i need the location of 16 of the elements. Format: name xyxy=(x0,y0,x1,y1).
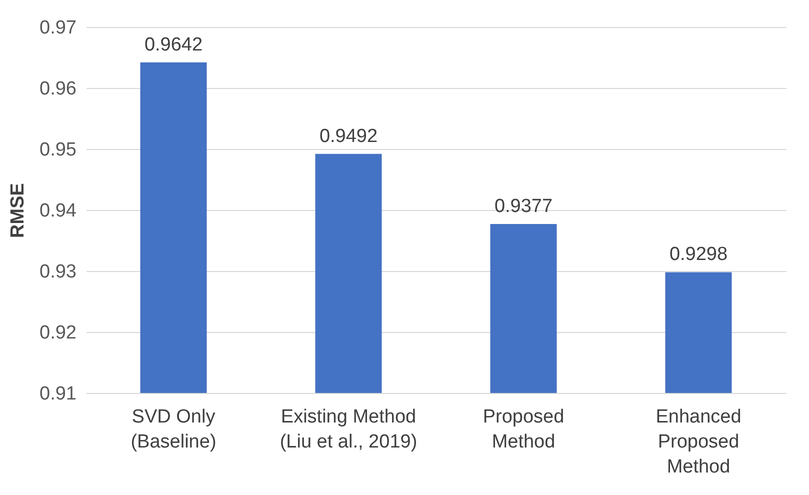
data-label: 0.9298 xyxy=(669,244,728,266)
data-label: 0.9492 xyxy=(319,126,378,147)
x-tick-label: Existing Method (Liu et al., 2019) xyxy=(280,406,418,452)
y-tick-label: 0.91 xyxy=(40,384,76,404)
y-tick-label: 0.92 xyxy=(40,322,76,344)
data-label: 0.9642 xyxy=(144,34,203,56)
x-tick-label: Enhanced Proposed Method xyxy=(656,406,742,478)
x-tick-label: Proposed Method xyxy=(482,406,564,452)
y-tick-label: 0.93 xyxy=(40,262,76,282)
y-tick-label: 0.94 xyxy=(40,200,77,222)
y-tick-label: 0.96 xyxy=(40,78,76,100)
y-tick-label: 0.95 xyxy=(40,140,76,160)
y-tick-label: 0.97 xyxy=(40,18,76,38)
x-tick-label: SVD Only (Baseline) xyxy=(130,406,216,452)
y-axis-title: RMSE xyxy=(8,183,29,238)
data-label: 0.9377 xyxy=(494,196,553,218)
